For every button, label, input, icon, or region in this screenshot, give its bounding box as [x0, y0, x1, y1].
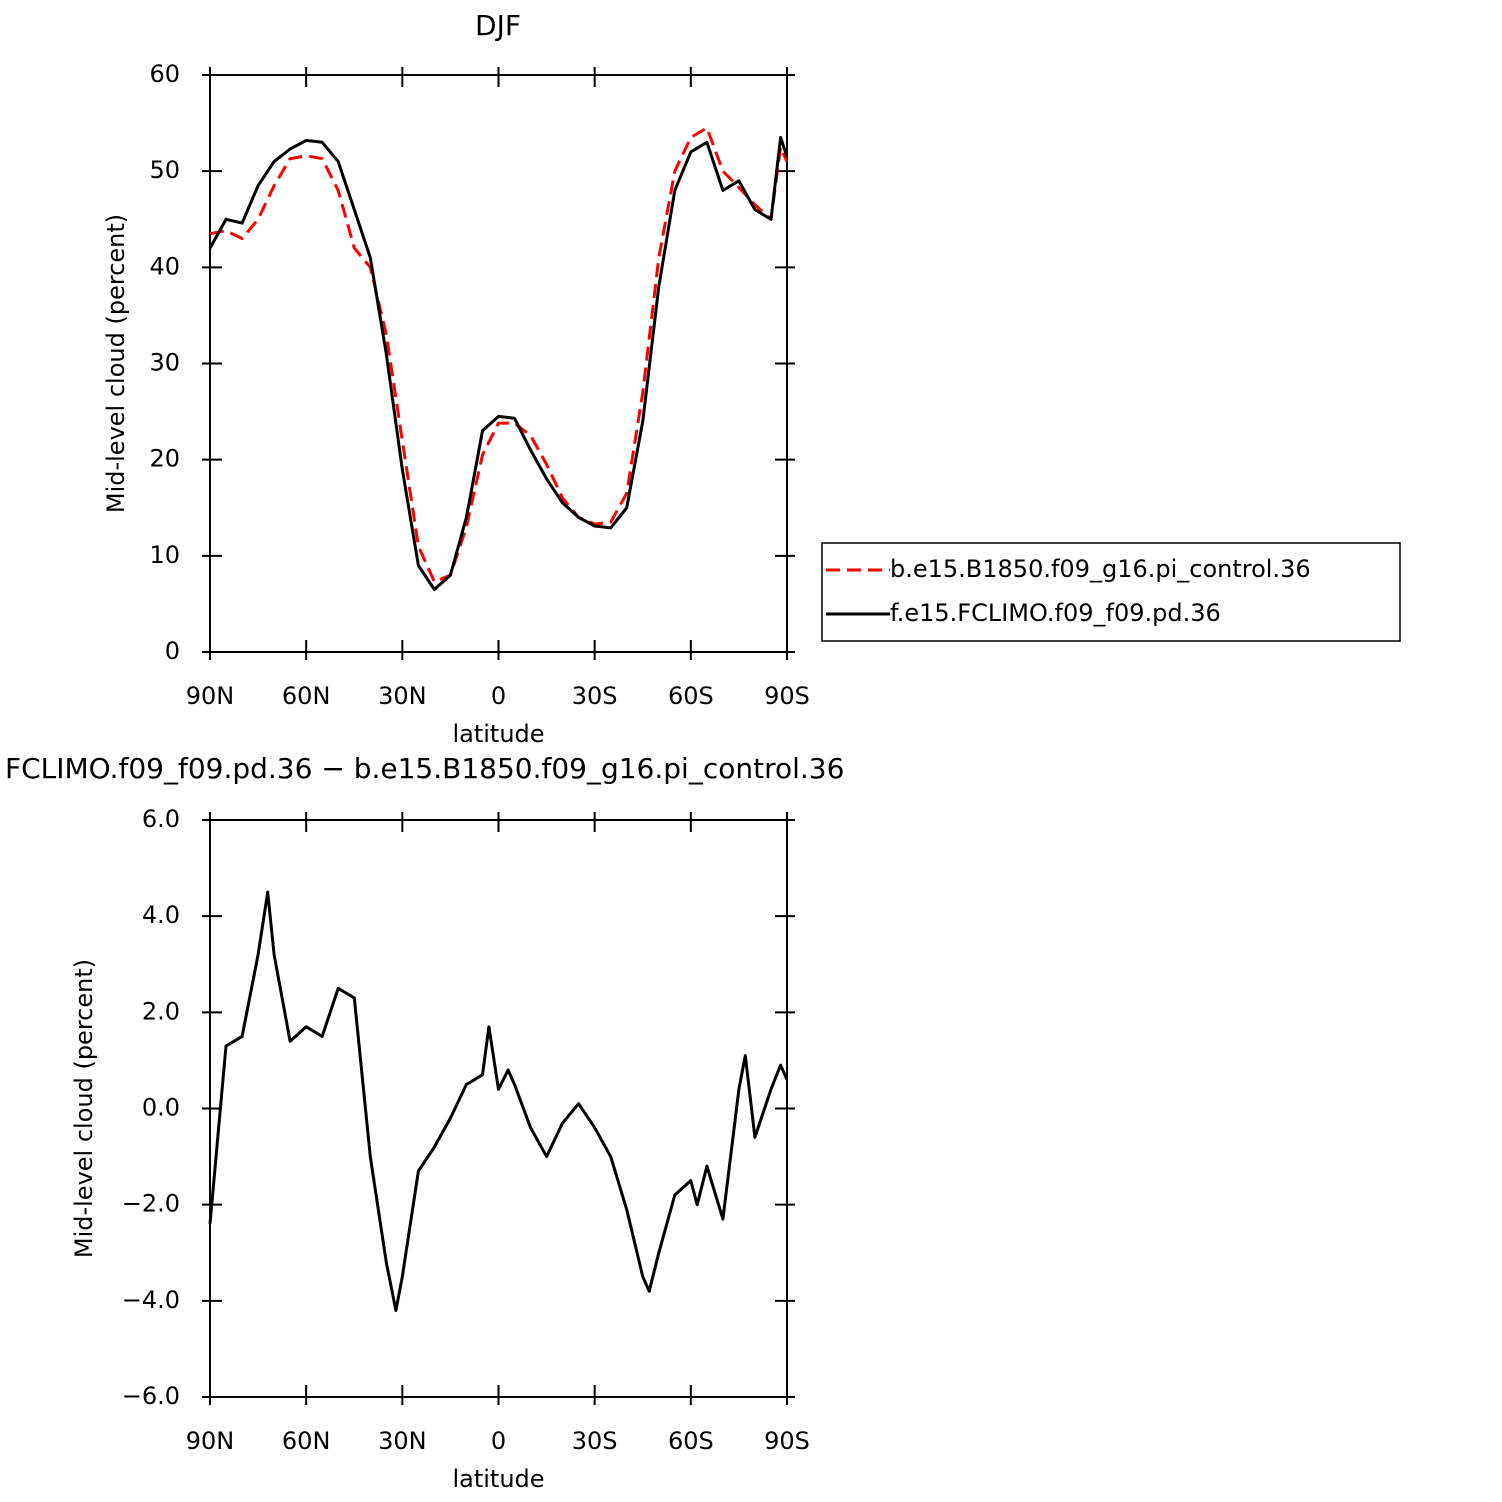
- plot-frame: [209, 74, 788, 653]
- x-tick-label: 0: [491, 1427, 506, 1455]
- chart-title: FCLIMO.f09_f09.pd.36 − b.e15.B1850.f09_g…: [5, 752, 844, 785]
- y-tick-label: −2.0: [122, 1190, 180, 1218]
- x-tick-label: 90S: [764, 1427, 810, 1455]
- x-tick-label: 60N: [282, 682, 331, 710]
- y-tick-label: −4.0: [122, 1286, 180, 1314]
- data-line: [208, 136, 789, 591]
- y-tick-label: 4.0: [142, 901, 180, 929]
- x-tick-label: 90N: [186, 1427, 235, 1455]
- y-tick-label: 40: [149, 252, 180, 280]
- x-tick-label: 0: [491, 682, 506, 710]
- x-tick-label: 90S: [764, 682, 810, 710]
- y-tick-label: −6.0: [122, 1382, 180, 1410]
- data-line: [208, 890, 789, 1312]
- x-tick-label: 60S: [668, 1427, 714, 1455]
- x-tick-label: 30N: [378, 682, 427, 710]
- y-tick-label: 20: [149, 445, 180, 473]
- y-tick-label: 60: [149, 60, 180, 88]
- x-tick-label: 30N: [378, 1427, 427, 1455]
- y-tick-label: 10: [149, 541, 180, 569]
- legend-label: b.e15.B1850.f09_g16.pi_control.36: [890, 555, 1311, 583]
- legend-label: f.e15.FCLIMO.f09_f09.pd.36: [890, 599, 1221, 627]
- plot-frame: [209, 819, 788, 1398]
- x-axis-label: latitude: [452, 720, 544, 748]
- y-tick-label: 50: [149, 156, 180, 184]
- chart-title: DJF: [475, 9, 521, 42]
- x-tick-label: 30S: [572, 682, 618, 710]
- y-tick-label: 0: [165, 637, 180, 665]
- x-tick-label: 60N: [282, 1427, 331, 1455]
- x-tick-label: 30S: [572, 1427, 618, 1455]
- y-axis-label: Mid-level cloud (percent): [70, 959, 98, 1258]
- data-line: [209, 126, 789, 584]
- x-tick-label: 60S: [668, 682, 714, 710]
- y-tick-label: 0.0: [142, 1094, 180, 1122]
- y-tick-label: 2.0: [142, 997, 180, 1025]
- y-tick-label: 30: [149, 349, 180, 377]
- legend-box: [821, 542, 1401, 642]
- x-tick-label: 90N: [186, 682, 235, 710]
- y-axis-label: Mid-level cloud (percent): [102, 214, 130, 513]
- y-tick-label: 6.0: [142, 805, 180, 833]
- x-axis-label: latitude: [452, 1465, 544, 1493]
